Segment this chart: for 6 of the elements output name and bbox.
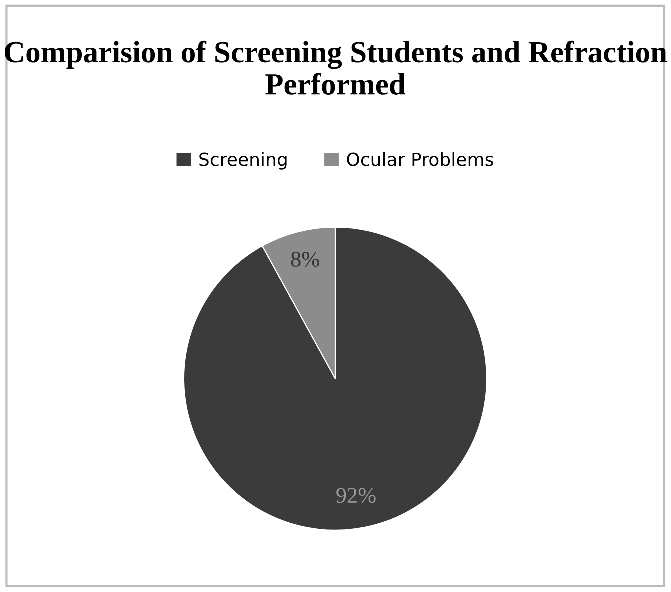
legend-label: Ocular Problems xyxy=(347,152,494,166)
chart-title: Comparision of Screening Students and Refraction Performed xyxy=(4,40,668,95)
data-label: 92% xyxy=(336,488,376,504)
legend-label: Screening xyxy=(200,152,287,170)
pie-slice xyxy=(183,226,488,531)
data-label: 8% xyxy=(291,252,320,268)
